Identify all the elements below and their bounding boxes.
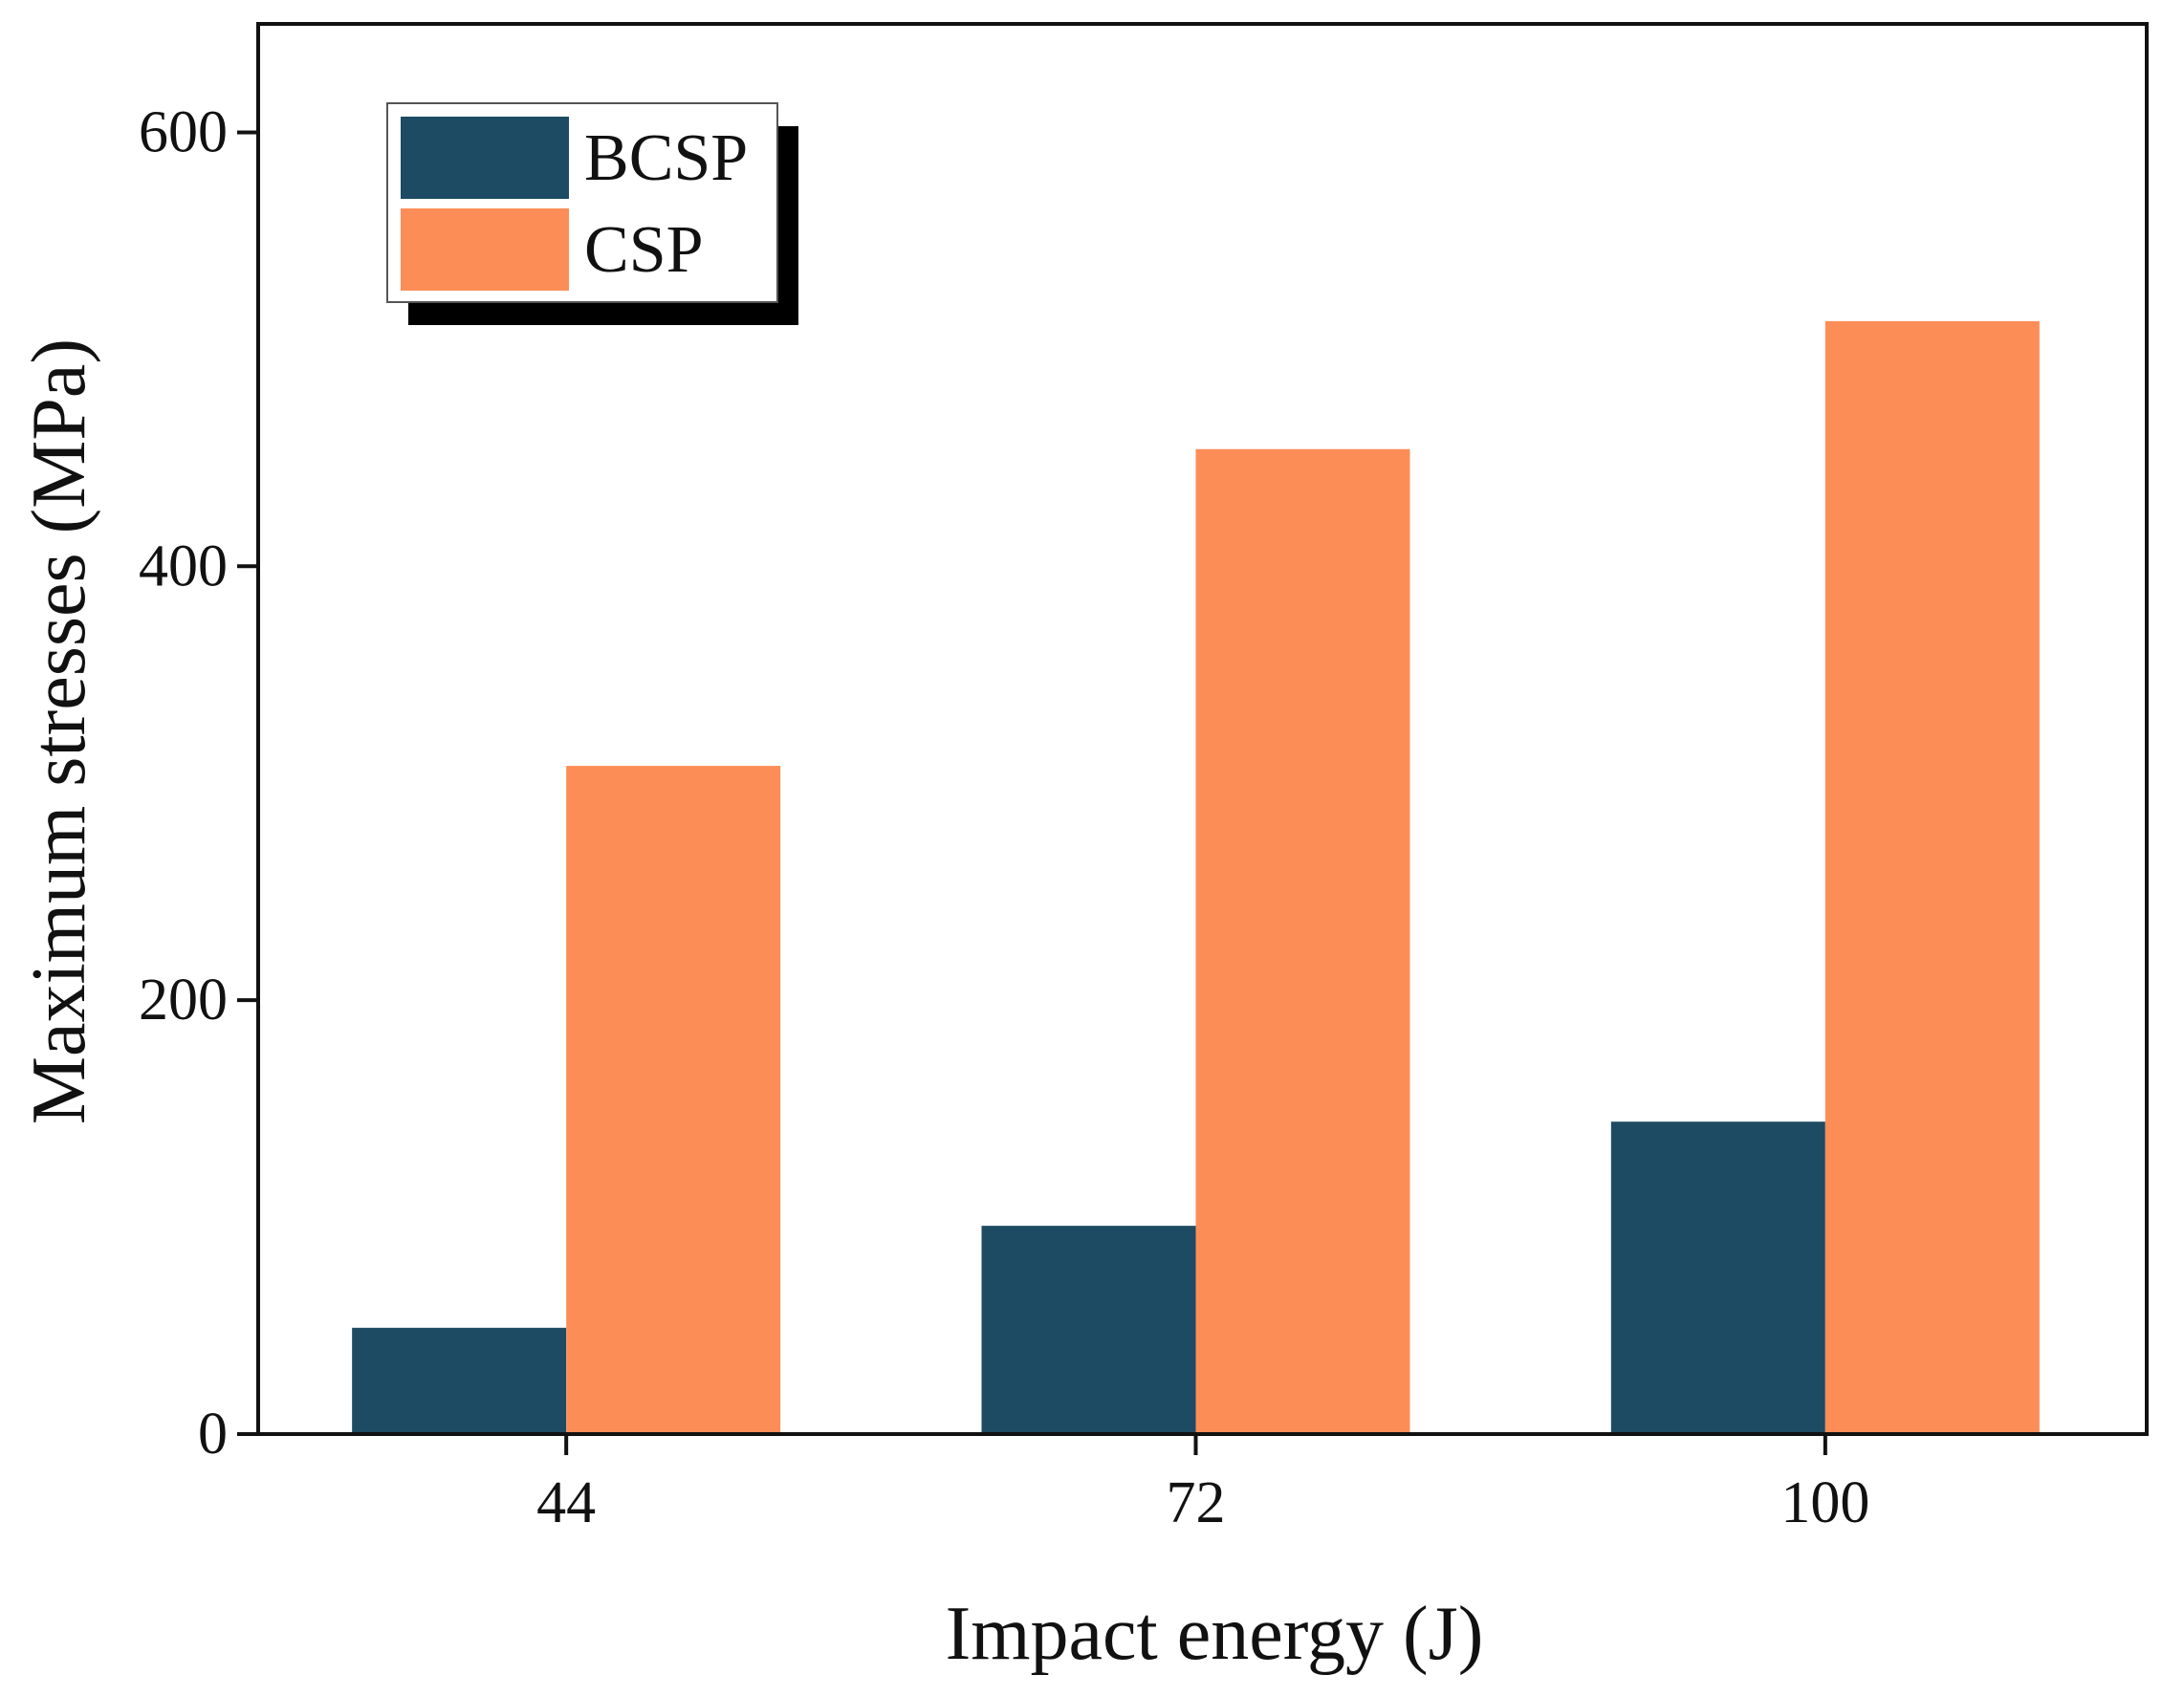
bar-csp-44: [566, 766, 781, 1434]
x-axis-title: Impact energy (J): [946, 1592, 1484, 1676]
y-tick-label-400: 400: [139, 533, 228, 598]
bars: [352, 320, 2040, 1434]
y-tick-label-200: 200: [139, 968, 228, 1033]
x-tick-label-72: 72: [1167, 1470, 1226, 1535]
bar-bcsp-100: [1610, 1121, 1825, 1434]
legend-swatch-csp: [401, 208, 569, 291]
bar-csp-100: [1824, 320, 2040, 1434]
x-tick-label-44: 44: [536, 1470, 596, 1535]
y-tick-label-0: 0: [198, 1402, 228, 1467]
x-tick-label-100: 100: [1780, 1470, 1869, 1535]
plot-frame: [256, 22, 2149, 1436]
legend-swatch-bcsp: [401, 117, 569, 199]
bar-bcsp-72: [981, 1226, 1196, 1434]
legend-label-bcsp: BCSP: [584, 121, 748, 195]
bar-bcsp-44: [352, 1327, 567, 1434]
y-axis-title: Maximum stresses (MPa): [17, 338, 101, 1124]
legend-label-csp: CSP: [584, 213, 704, 287]
legend: BCSP CSP: [386, 102, 798, 325]
bar-csp-72: [1195, 448, 1410, 1434]
axes: 0 200 400 600 44 72 100: [139, 22, 2149, 1535]
y-tick-label-600: 600: [139, 99, 228, 164]
